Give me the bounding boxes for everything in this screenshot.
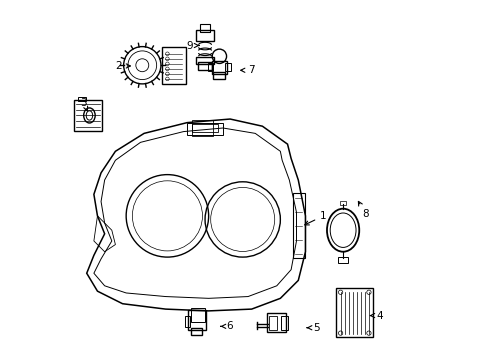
- Text: 2: 2: [115, 61, 130, 71]
- Text: 7: 7: [240, 65, 254, 75]
- Text: 8: 8: [358, 201, 368, 219]
- Text: 3: 3: [81, 98, 87, 111]
- Text: 5: 5: [306, 323, 319, 333]
- Text: 6: 6: [220, 321, 232, 331]
- Text: 9: 9: [186, 41, 199, 50]
- Text: 4: 4: [370, 311, 383, 320]
- Text: 1: 1: [304, 211, 326, 225]
